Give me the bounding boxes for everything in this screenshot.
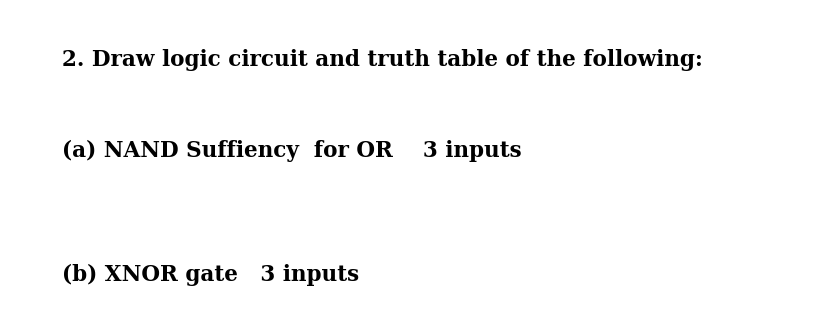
Text: (b) XNOR gate   3 inputs: (b) XNOR gate 3 inputs: [62, 264, 359, 286]
Text: (a) NAND Suffiency  for OR    3 inputs: (a) NAND Suffiency for OR 3 inputs: [62, 140, 521, 162]
Text: 2. Draw logic circuit and truth table of the following:: 2. Draw logic circuit and truth table of…: [62, 49, 702, 71]
